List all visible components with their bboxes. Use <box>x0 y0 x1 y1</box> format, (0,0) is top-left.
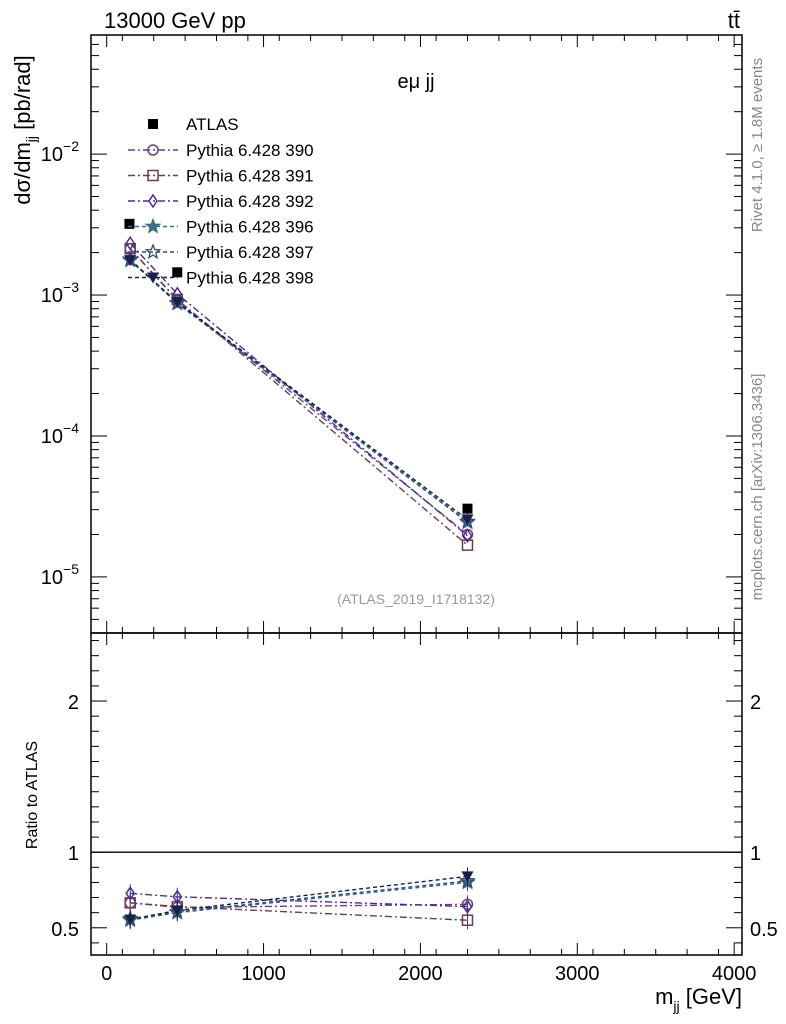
ratio-y-axis-label: Ratio to ATLAS <box>24 741 41 849</box>
energy-label: 13000 GeV pp <box>104 8 246 33</box>
ratio-tick-label: 1 <box>68 843 79 865</box>
atlas-data-point <box>124 218 135 229</box>
legend-label: Pythia 6.428 397 <box>186 243 314 262</box>
y-tick-label: 10−2 <box>41 138 79 166</box>
legend-label: ATLAS <box>186 115 239 134</box>
ratio-tick-label: 0.5 <box>750 919 778 941</box>
x-axis-label: mjj [GeV] <box>655 984 742 1014</box>
legend-marker <box>147 272 159 284</box>
mc-point <box>461 539 474 551</box>
legend-label: Pythia 6.428 392 <box>186 192 314 211</box>
ratio-tick-label: 0.5 <box>51 919 79 941</box>
legend-marker <box>147 144 159 156</box>
legend-marker <box>148 119 158 129</box>
data-markers <box>121 218 476 930</box>
legend-label: Pythia 6.428 398 <box>186 269 314 288</box>
mc-point <box>461 514 474 526</box>
series-line-ratio <box>130 881 468 921</box>
ratio-panel-frame <box>90 632 743 956</box>
legend-label: Pythia 6.428 391 <box>186 167 314 186</box>
x-tick-label: 2000 <box>398 963 443 985</box>
x-tick-label: 0 <box>101 963 112 985</box>
x-tick-label: 4000 <box>712 963 757 985</box>
series-line-ratio <box>130 875 468 921</box>
ratio-tick-label: 2 <box>750 692 761 714</box>
mc-point <box>124 255 137 267</box>
mc-point <box>462 528 473 544</box>
mc-point <box>171 297 184 309</box>
series-line-main <box>129 248 468 536</box>
x-tick-label: 3000 <box>555 963 600 985</box>
axis-ticks: 0 1000 2000 3000 4000 10−5 10−4 10−3 10−2 0.5 0.5 1… <box>41 34 778 985</box>
series-lines <box>129 242 468 921</box>
rivet-label: Rivet 4.1.0, ≥ 1.8M events <box>749 58 766 232</box>
ratio-tick-label: 1 <box>750 843 761 865</box>
y-tick-label: 10−5 <box>41 561 79 589</box>
x-tick-label: 1000 <box>241 963 286 985</box>
atlas-data-point <box>462 503 473 514</box>
atlas-data-point <box>172 267 183 278</box>
legend: ATLAS Pythia 6.428 390 Pythia 6.428 391 Pyt… <box>128 115 314 288</box>
source-label: mcplots.cern.ch [arXiv:1306.3436] <box>749 374 766 601</box>
y-axis-label: dσ/dmjj [pb/rad] <box>10 55 39 204</box>
series-line-main <box>129 242 468 537</box>
legend-label: Pythia 6.428 390 <box>186 141 314 160</box>
mc-point <box>125 235 136 251</box>
plot-title: eμ jj <box>397 71 434 93</box>
process-label: tt̄ <box>728 8 740 33</box>
legend-marker <box>144 217 162 234</box>
legend-marker <box>147 169 159 182</box>
legend-marker <box>148 193 158 209</box>
legend-label: Pythia 6.428 396 <box>186 218 314 237</box>
analysis-label: (ATLAS_2019_I1718132) <box>337 591 495 607</box>
y-tick-label: 10−3 <box>41 279 79 307</box>
ratio-tick-label: 2 <box>68 692 79 714</box>
y-tick-label: 10−4 <box>41 420 79 448</box>
legend-marker <box>144 243 162 260</box>
